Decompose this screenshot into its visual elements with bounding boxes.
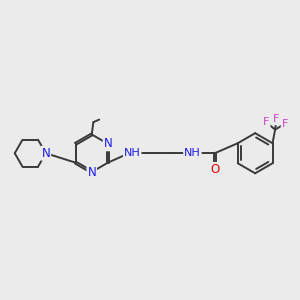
Text: N: N <box>41 147 50 160</box>
Text: N: N <box>103 137 112 150</box>
Text: F: F <box>263 118 270 128</box>
Text: NH: NH <box>124 148 141 158</box>
Text: O: O <box>210 163 219 176</box>
Text: F: F <box>282 119 288 129</box>
Text: N: N <box>87 166 96 178</box>
Text: F: F <box>273 114 280 124</box>
Text: NH: NH <box>184 148 201 158</box>
